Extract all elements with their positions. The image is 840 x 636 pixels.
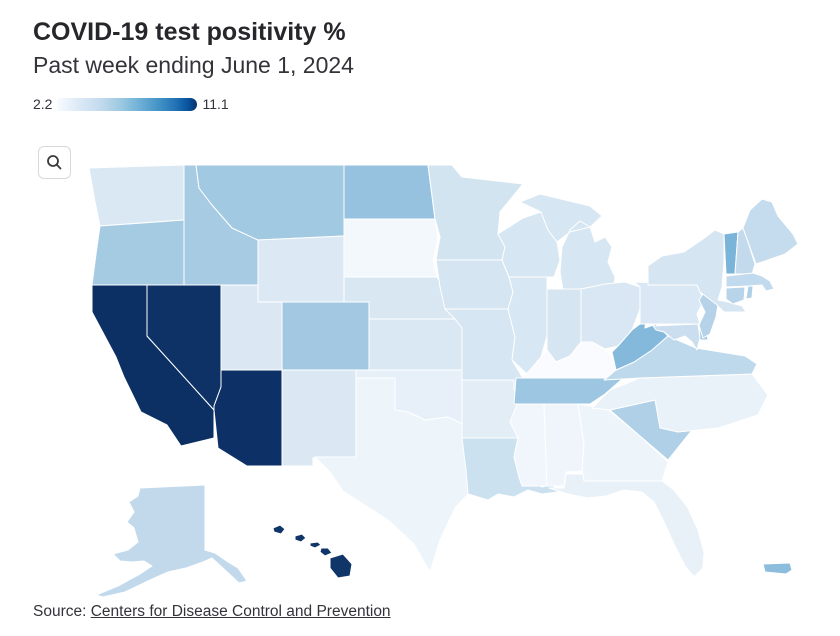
state-PA[interactable] [633,281,705,325]
state-NM[interactable] [281,369,357,467]
state-FL[interactable] [548,473,705,578]
state-ND[interactable] [343,164,436,220]
state-NY[interactable] [647,229,747,313]
magnifier-icon [47,155,62,170]
color-legend: 2.2 11.1 [33,96,229,112]
state-SD[interactable] [343,218,439,278]
source-prefix: Source: [33,603,91,620]
state-AK[interactable] [95,484,248,598]
state-CO[interactable] [281,301,370,371]
cdc-source-link[interactable]: Centers for Disease Control and Preventi… [90,603,391,620]
us-choropleth-map [0,140,840,600]
state-WY[interactable] [257,235,345,303]
state-IA[interactable] [435,259,514,310]
legend-gradient-bar [57,97,198,111]
state-TX[interactable] [314,377,471,573]
state-WA[interactable] [88,164,185,227]
state-HI[interactable] [272,524,353,579]
state-KS[interactable] [368,318,463,371]
state-PR[interactable] [762,562,793,575]
legend-max-label: 11.1 [202,96,229,112]
states-group [88,164,799,598]
page-title: COVID-19 test positivity % [33,18,346,46]
legend-min-label: 2.2 [33,96,53,112]
state-WI[interactable] [497,211,561,278]
state-MI[interactable] [519,193,616,303]
state-MA[interactable] [725,272,775,292]
state-NJ[interactable] [698,293,719,339]
source-line: Source: Centers for Disease Control and … [33,603,391,621]
zoom-button[interactable] [38,146,71,179]
state-OR[interactable] [91,219,185,286]
state-NC[interactable] [591,373,769,433]
state-RI[interactable] [745,285,754,300]
state-ME[interactable] [742,198,799,265]
state-CT[interactable] [725,286,746,305]
page-subtitle: Past week ending June 1, 2024 [33,52,354,78]
state-AZ[interactable] [213,369,283,467]
